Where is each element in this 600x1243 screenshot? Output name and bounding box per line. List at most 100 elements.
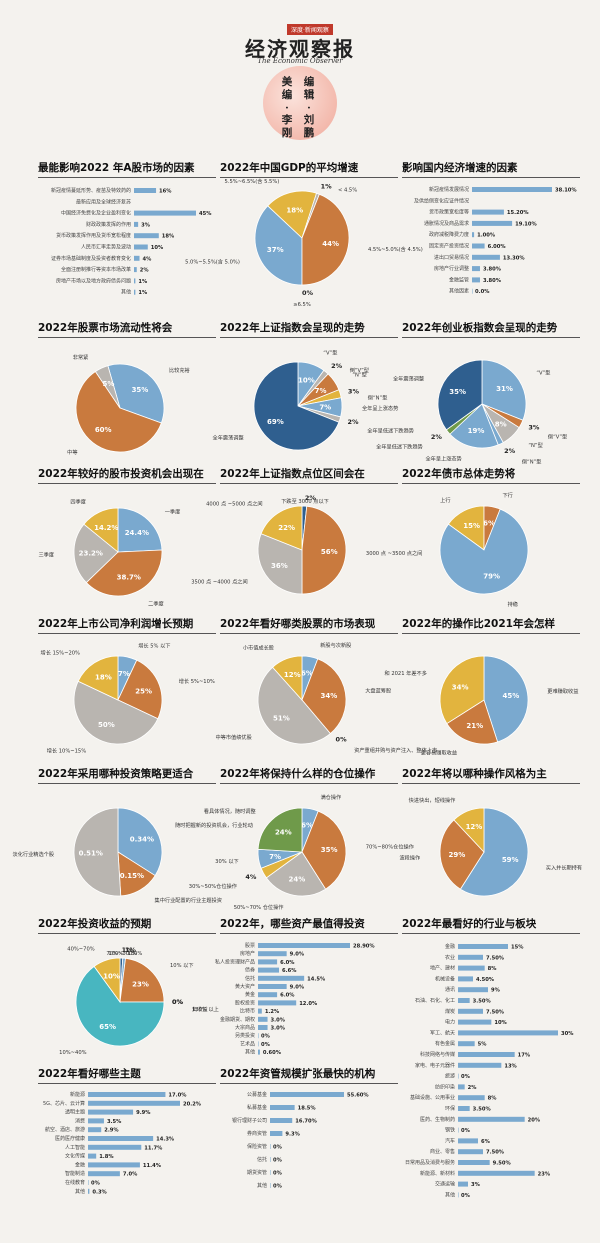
pie-name-label: 3000 点 ~3500 点之间	[366, 549, 422, 557]
pie-value-label: 0%	[336, 736, 348, 744]
bar-value-label: 0.0%	[475, 289, 490, 295]
bar-value-label: 10%	[151, 245, 164, 251]
bar-category-label: 其他	[445, 1191, 455, 1198]
bar-value-label: 1%	[138, 279, 148, 285]
pie-slice	[301, 658, 347, 735]
bar	[134, 255, 140, 261]
bar-value-label: 38.10%	[555, 188, 577, 194]
bar-category-label: 人民币汇率走势及波动	[81, 244, 131, 251]
bar-category-label: 其他	[245, 1049, 255, 1056]
pie-name-label: 非常紧	[73, 353, 89, 361]
pie-value-label: 65%	[99, 1023, 116, 1031]
pie-value-label: 38.7%	[117, 574, 141, 582]
bar	[258, 967, 280, 973]
pie-name-label: 3500 点 ~4000 点之间	[191, 577, 247, 585]
bar	[270, 1131, 283, 1136]
bar-value-label: 9.0%	[290, 952, 305, 958]
bar-category-label: 交通运输	[435, 1181, 455, 1188]
bar-category-label: 环保	[445, 1105, 455, 1112]
bar-value-label: 0.60%	[263, 1050, 282, 1056]
credit-col-5: ·	[307, 102, 311, 114]
bar	[134, 289, 136, 295]
pie-value-label: 12%	[284, 671, 301, 679]
bar-value-label: 3%	[141, 222, 151, 228]
bar	[458, 1181, 468, 1187]
pie-value-label: 50%	[98, 721, 115, 729]
bar-category-label: 及供给侧变化应证件情况	[414, 197, 469, 204]
pie-value-label: 1%	[125, 946, 137, 954]
bar-value-label: 15.20%	[507, 210, 529, 216]
bar	[458, 1116, 525, 1122]
bar	[258, 984, 287, 989]
bar	[458, 1052, 515, 1057]
bar-category-label: 保险资管	[247, 1143, 267, 1150]
pie-value-label: 15%	[463, 522, 480, 530]
bar-category-label: 公募基金	[247, 1091, 267, 1098]
credit-circle	[263, 66, 337, 140]
pie-value-label: 24%	[275, 829, 292, 837]
chart-influence-factors: 最能影响2022 年A股市场的因素 新冠疫情蔓延形势、疫苗及特效药的 16% 最新应用…	[38, 160, 222, 310]
bar	[472, 187, 552, 192]
pie-name-label: 4.5%~5.0%(含 4.5%)	[368, 245, 423, 253]
bar-category-label: 其他	[257, 1182, 267, 1189]
pie-value-label: 0.51%	[79, 849, 103, 857]
chart-svg: 2%下跌至 3000 点以下 56% 3000 点 ~3500 点之间 36% 3500…	[191, 494, 422, 595]
pie-slice	[257, 533, 303, 595]
bar-value-label: 20.2%	[183, 1101, 202, 1107]
bar-value-label: 4%	[143, 256, 153, 262]
bar-category-label: 商业、零售	[430, 1148, 455, 1155]
bar-value-label: 9%	[491, 988, 501, 994]
pie-value-label: 2%	[504, 447, 516, 455]
chart-svg: 0.34% 随时把握新的投资机会，行业轮动 0.15% 集中行业配置的行业主题投资 0.…	[13, 807, 253, 904]
chart-title: 2022年看好哪些主题	[38, 1068, 141, 1080]
pie-name-label: “V”型	[536, 369, 550, 377]
bar	[472, 209, 504, 215]
bar-category-label: 房地产市场以及地方政府债务问题	[56, 277, 131, 284]
bar	[258, 1041, 259, 1047]
bar-category-label: 军工、航天	[430, 1029, 455, 1036]
chart-svg: 59% 买入并长期持有 29% 波段操作 12% 快进快出，短线操作	[399, 796, 582, 897]
bar-category-label: 另类投资	[235, 1032, 255, 1039]
pie-value-label: 60%	[95, 426, 112, 434]
pie-slice	[253, 361, 340, 451]
chart-svg: 新能源 17.0% 5G、芯片、云计算 20.2% 透明主题 9.9% 消费 3.5% 航空、酒…	[43, 1091, 202, 1195]
pie-slice	[437, 359, 483, 431]
bar	[134, 210, 196, 216]
bar	[134, 244, 148, 250]
pie-value-label: 0%	[172, 998, 184, 1006]
bar-value-label: 8%	[488, 966, 498, 972]
bar-category-label: 金融期货、期权	[220, 1016, 255, 1023]
bar-value-label: 28.90%	[353, 944, 375, 950]
bar-category-label: 通胀情况及商品需求	[424, 220, 469, 227]
pie-value-label: 19%	[468, 427, 485, 435]
pie-slice	[272, 655, 303, 702]
pie-slice	[483, 655, 529, 743]
pie-value-label: 36%	[271, 562, 288, 570]
chart-svg: 37% 5.0%~5.5%(含 5.0%) 18% 5.5%~6.5%(含 5.5%)…	[185, 177, 423, 308]
bar-value-label: 0%	[273, 1184, 283, 1190]
bar-category-label: 中国经济免费化及企业盈利变化	[61, 210, 131, 217]
bar	[458, 1160, 490, 1165]
chart-asset-managers: 2022年资管规模扩张最快的机构 公募基金 55.60% 私募基金 18.5% 银行理财子…	[220, 1066, 404, 1216]
pie-slice	[301, 193, 350, 286]
chart-title: 2022年较好的股市投资机会出现在	[38, 468, 204, 480]
pie-value-label: 2%	[431, 433, 443, 441]
pie-name-label: 更难赚取收益	[547, 687, 578, 695]
pie-slice	[257, 807, 303, 853]
pie-name-label: 倒“V”型	[548, 432, 567, 440]
bar-category-label: 基础设施、公用事业	[410, 1094, 455, 1101]
pie-name-label: 全年呈低迷下跌趋势	[376, 443, 423, 451]
pie-value-label: 22%	[278, 524, 295, 532]
pie-slice	[73, 523, 119, 584]
bar-value-label: 3.80%	[483, 278, 502, 284]
bar	[258, 1049, 260, 1055]
credit-col-3: 李刚	[281, 114, 293, 139]
bar-category-label: 5G、芯片、云计算	[43, 1100, 85, 1107]
bar	[458, 1106, 470, 1111]
bar-category-label: 航空、酒店、旅游	[45, 1126, 85, 1133]
pie-name-label: 5.0%~5.5%(含 5.0%)	[185, 257, 240, 265]
bar-category-label: 政府减税降费力度	[429, 231, 469, 238]
pie-name-label: 二季度	[148, 599, 164, 607]
bar-category-label: 金融	[445, 943, 455, 950]
chart-title: 2022年的操作比2021年会怎样	[402, 618, 555, 630]
